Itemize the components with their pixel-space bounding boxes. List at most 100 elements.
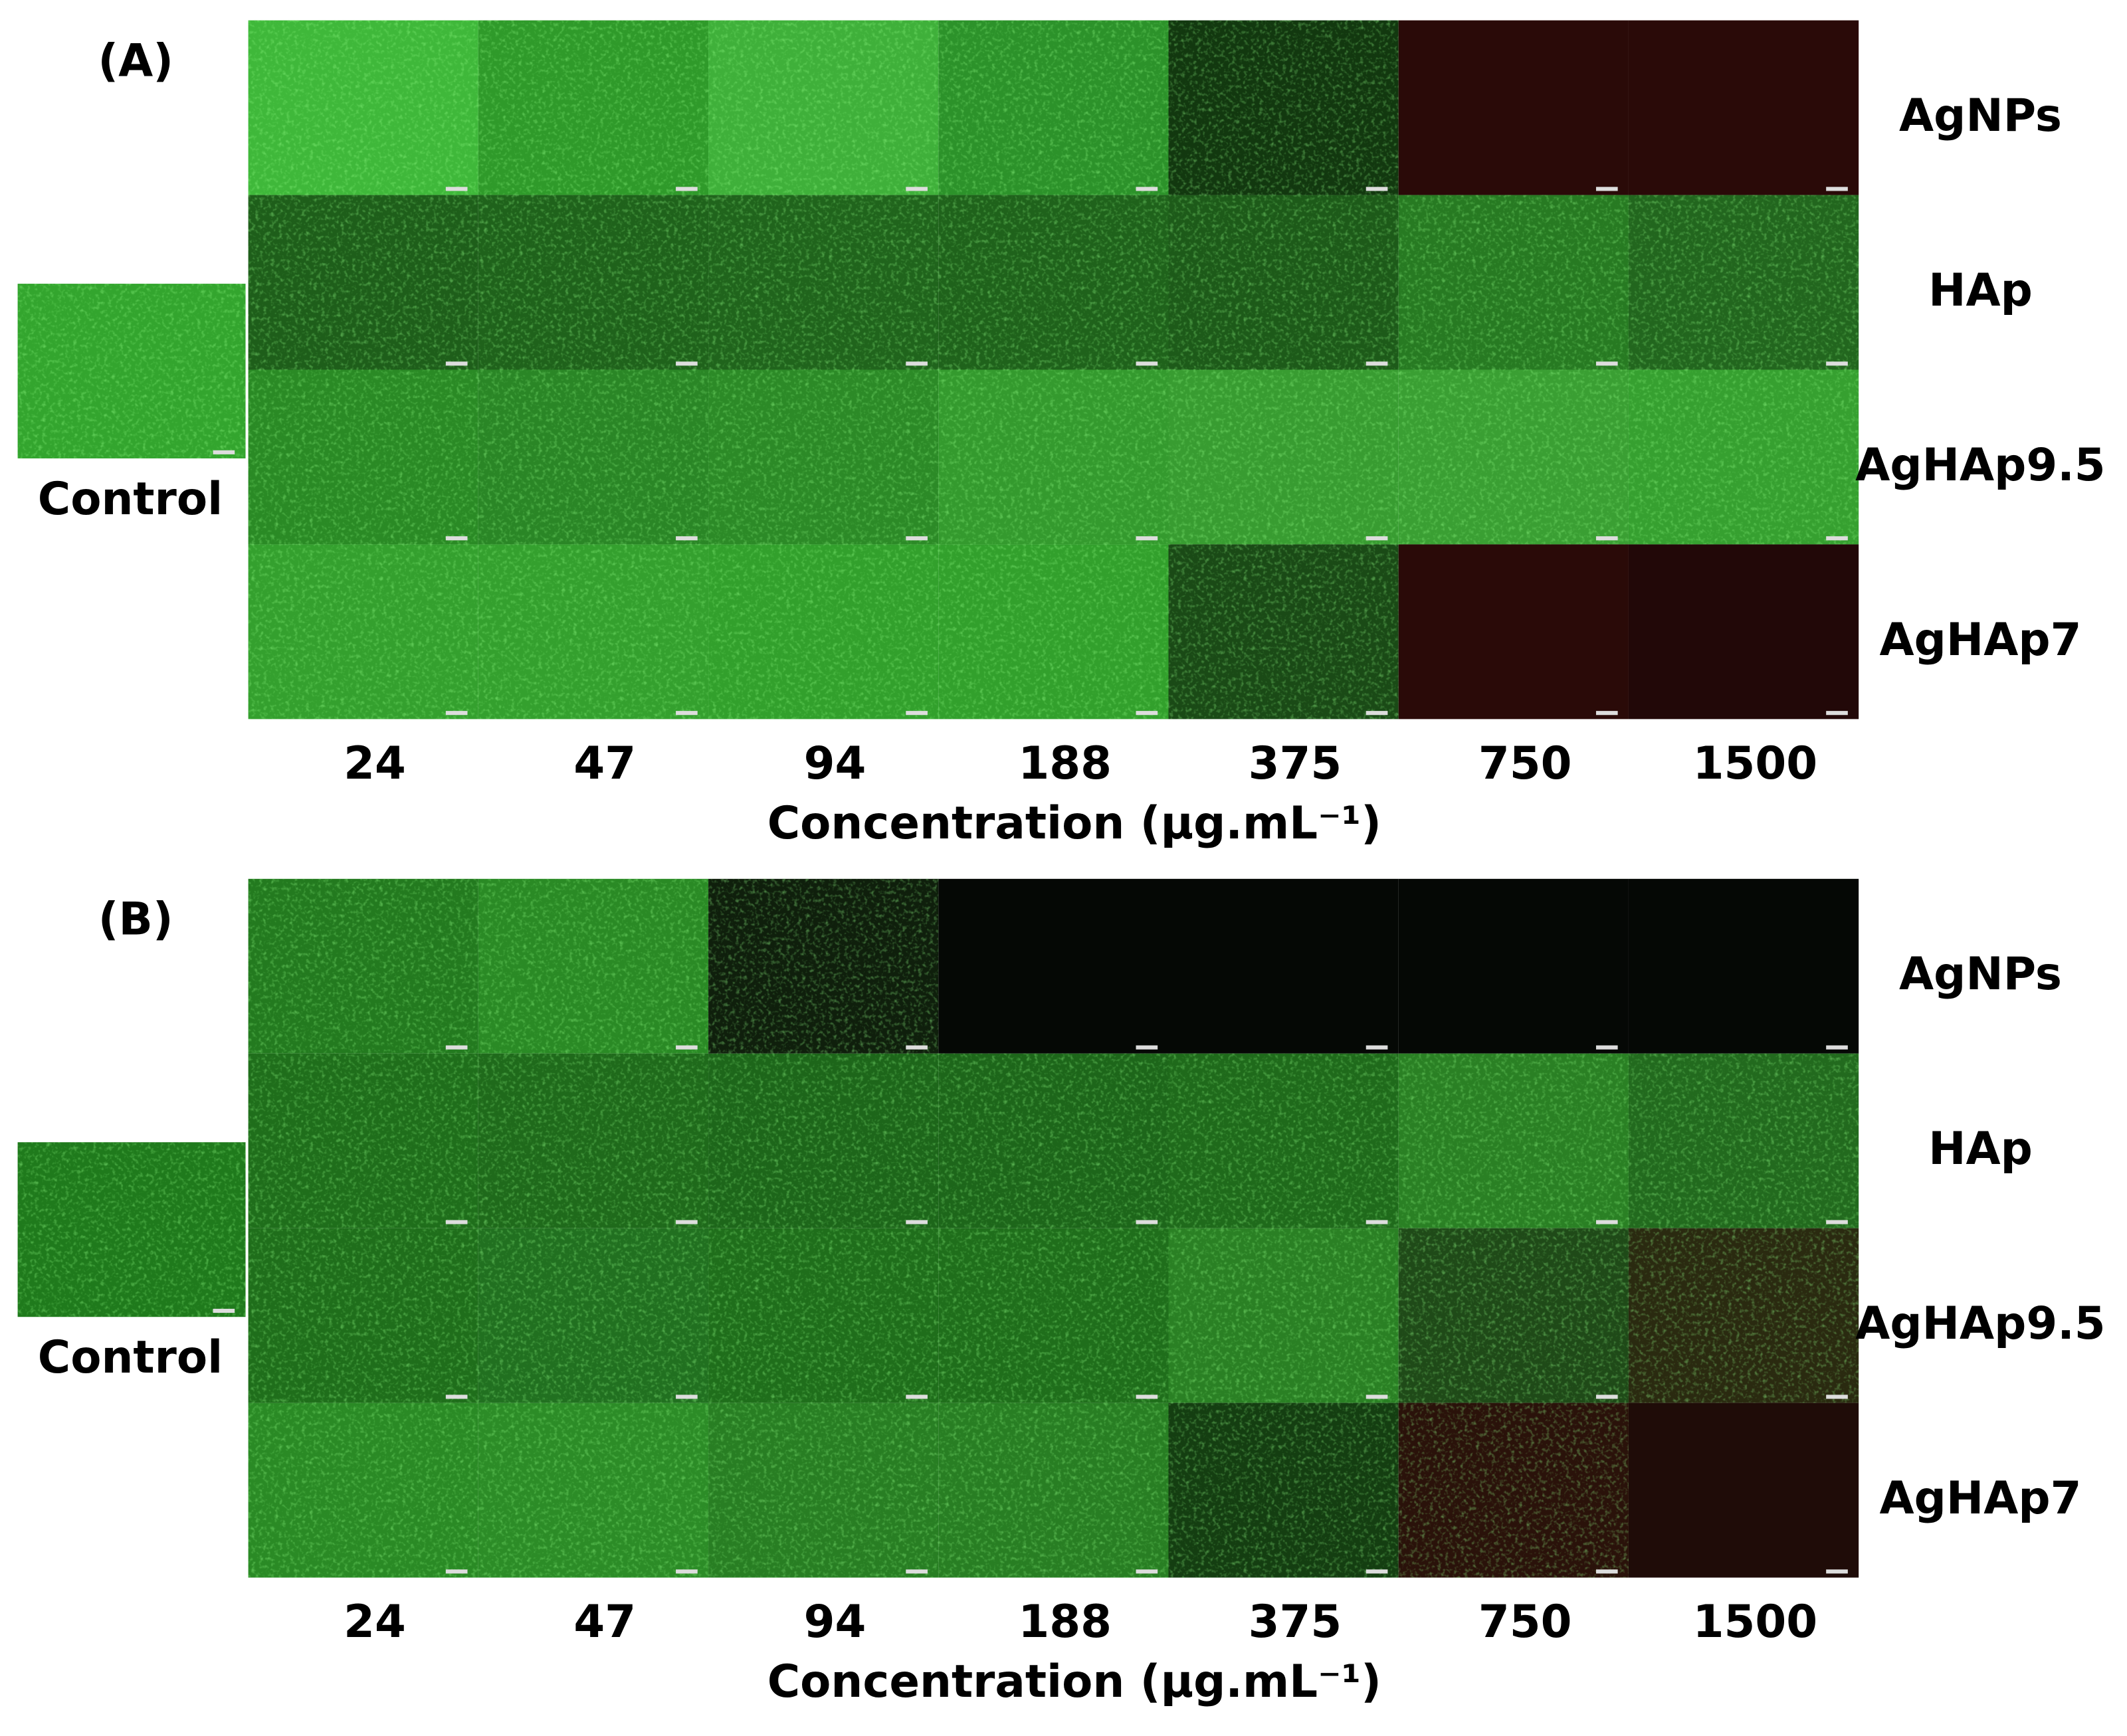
concentration-label: 1500 <box>1693 737 1817 789</box>
micrograph-tile <box>1168 878 1399 1054</box>
scale-bar <box>1366 361 1388 366</box>
micrograph-tile <box>1628 1402 1859 1578</box>
scale-bar <box>1136 1045 1158 1050</box>
scale-bar <box>1136 361 1158 366</box>
micrograph-tile <box>1398 878 1629 1054</box>
micrograph-texture <box>1398 1228 1629 1403</box>
micrograph-texture <box>708 1053 939 1228</box>
micrograph-tile <box>1398 20 1629 195</box>
micrograph-texture <box>248 1228 478 1403</box>
scale-bar <box>676 361 698 366</box>
micrograph-texture <box>1398 195 1629 370</box>
scale-bar <box>445 1569 468 1574</box>
scale-bar <box>1366 187 1388 191</box>
concentration-label: 24 <box>344 1595 406 1648</box>
control-label: Control <box>38 1331 223 1383</box>
scale-bar <box>906 536 928 541</box>
micrograph-texture <box>478 1402 709 1578</box>
micrograph-texture <box>17 1142 246 1317</box>
scale-bar <box>1826 187 1848 191</box>
scale-bar <box>1595 1220 1618 1224</box>
micrograph-texture <box>1628 1053 1859 1228</box>
micrograph-tile <box>1628 878 1859 1054</box>
row-label: AgHAp9.5 <box>1855 438 2105 491</box>
micrograph-texture <box>1168 195 1399 370</box>
micrograph-tile <box>938 878 1169 1054</box>
micrograph-tile <box>1628 544 1859 720</box>
micrograph-texture <box>708 195 939 370</box>
micrograph-texture <box>1628 369 1859 545</box>
scale-bar <box>1595 1045 1618 1050</box>
concentration-label: 24 <box>344 737 406 789</box>
row-label: AgHAp7 <box>1880 613 2082 666</box>
scale-bar <box>445 711 468 716</box>
scale-bar <box>1595 536 1618 541</box>
scale-bar <box>676 1395 698 1399</box>
scale-bar <box>1595 1569 1618 1574</box>
row-label: AgHAp7 <box>1880 1472 2082 1524</box>
micrograph-texture <box>708 544 939 720</box>
micrograph-texture <box>248 878 478 1054</box>
micrograph-texture <box>478 1053 709 1228</box>
scale-bar <box>445 536 468 541</box>
concentration-label: 47 <box>573 1595 636 1648</box>
micrograph-texture <box>938 369 1169 545</box>
scale-bar <box>676 1220 698 1224</box>
scale-bar <box>445 1220 468 1224</box>
micrograph-texture <box>478 1228 709 1403</box>
micrograph-texture <box>248 1402 478 1578</box>
scale-bar <box>906 1045 928 1050</box>
scale-bar <box>906 187 928 191</box>
row-label: AgNPs <box>1899 947 2062 1000</box>
scale-bar <box>1826 1220 1848 1224</box>
scale-bar <box>445 1395 468 1399</box>
micrograph-texture <box>1628 195 1859 370</box>
scale-bar <box>213 450 235 454</box>
micrograph-texture <box>248 195 478 370</box>
micrograph-texture <box>1168 20 1399 195</box>
scale-bar <box>445 1045 468 1050</box>
micrograph-texture <box>938 1053 1169 1228</box>
scale-bar <box>1826 1569 1848 1574</box>
micrograph-texture <box>708 1228 939 1403</box>
concentration-label: 188 <box>1018 737 1112 789</box>
micrograph-texture <box>478 195 709 370</box>
micrograph-texture <box>1168 1228 1399 1403</box>
control-label: Control <box>38 472 223 525</box>
axis-label: Concentration (μg.mL⁻¹) <box>767 797 1381 849</box>
scale-bar <box>1136 1569 1158 1574</box>
row-label: HAp <box>1928 1122 2033 1175</box>
scale-bar <box>1595 187 1618 191</box>
micrograph-texture <box>1398 1402 1629 1578</box>
micrograph-texture <box>248 369 478 545</box>
panel-label: (B) <box>98 893 173 945</box>
micrograph-tile <box>1628 20 1859 195</box>
scale-bar <box>213 1308 235 1313</box>
scale-bar <box>1136 1220 1158 1224</box>
micrograph-texture <box>938 195 1169 370</box>
micrograph-texture <box>708 1402 939 1578</box>
scale-bar <box>906 1220 928 1224</box>
micrograph-texture <box>708 20 939 195</box>
micrograph-texture <box>1628 1228 1859 1403</box>
row-label: HAp <box>1928 264 2033 316</box>
scale-bar <box>906 1395 928 1399</box>
scale-bar <box>1826 361 1848 366</box>
scale-bar <box>1366 1220 1388 1224</box>
micrograph-texture <box>478 878 709 1054</box>
scale-bar <box>1826 1045 1848 1050</box>
scale-bar <box>906 1569 928 1574</box>
scale-bar <box>1826 711 1848 716</box>
scale-bar <box>1136 711 1158 716</box>
scale-bar <box>1366 1045 1388 1050</box>
micrograph-texture <box>1168 1053 1399 1228</box>
micrograph-texture <box>708 878 939 1054</box>
micrograph-texture <box>248 1053 478 1228</box>
concentration-label: 94 <box>804 1595 866 1648</box>
scale-bar <box>1366 1569 1388 1574</box>
scale-bar <box>1136 187 1158 191</box>
scale-bar <box>1136 1395 1158 1399</box>
micrograph-texture <box>1398 369 1629 545</box>
scale-bar <box>445 361 468 366</box>
